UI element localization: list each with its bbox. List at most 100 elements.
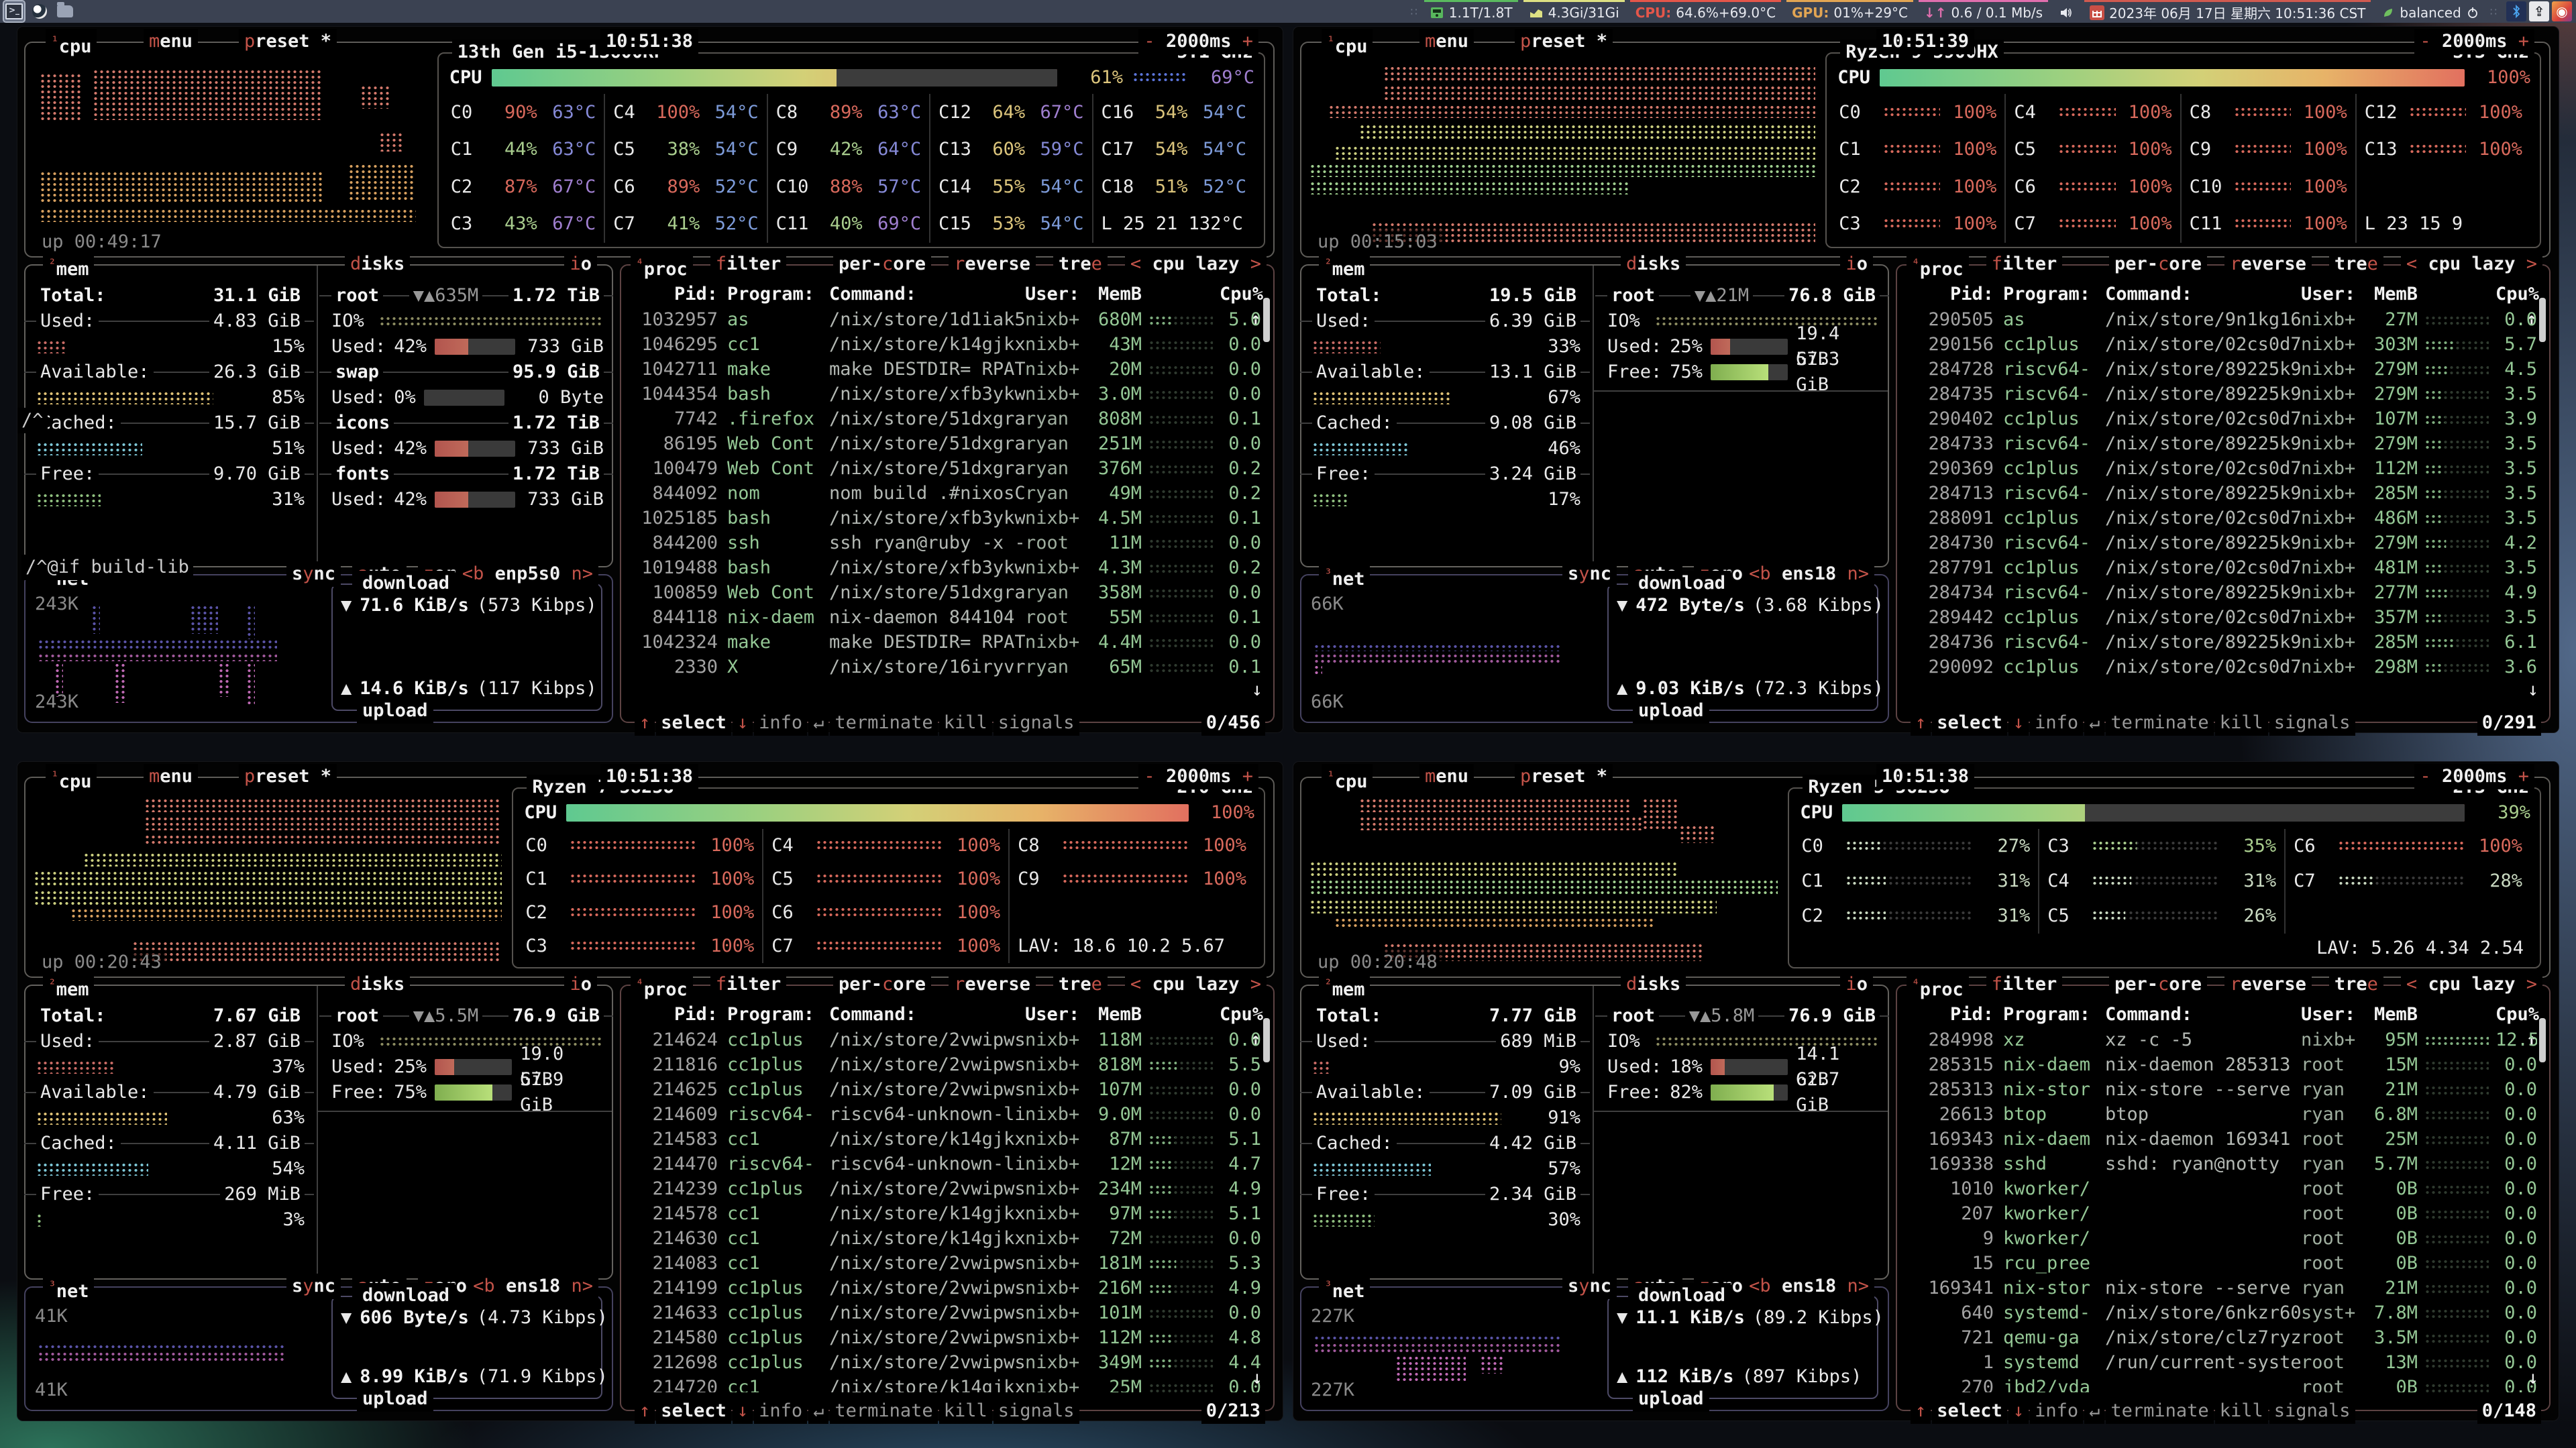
process-row[interactable]: 214624 cc1plus/nix/store/2vwipws2 nixb+ 118… — [632, 1027, 1261, 1052]
preset-button[interactable]: preset * — [1515, 29, 1613, 54]
mem-box-title[interactable]: ²mem — [1319, 252, 1371, 282]
proc-box-title[interactable]: ⁴proc — [1907, 252, 1969, 282]
process-row[interactable]: 100479 Web Cont/nix/store/51dxgra3 ryan 376… — [632, 456, 1261, 481]
tree-toggle[interactable]: tree — [1053, 972, 1108, 1003]
disks-box-title[interactable]: disks — [345, 252, 411, 277]
info-hint[interactable]: info — [754, 1398, 808, 1424]
process-row[interactable]: 721 qemu-ga/nix/store/clz7ryz5 root 3.5M 0.0 — [1908, 1325, 2537, 1350]
scroll-up-hint[interactable]: ↑ — [1911, 1398, 1931, 1424]
process-row[interactable]: 284728 riscv64-/nix/store/89225k9x nixb+ 27… — [1908, 357, 2537, 382]
per-core-toggle[interactable]: per-core — [833, 972, 932, 1003]
process-row[interactable]: 1025185 bash/nix/store/xfb3ykw9 nixb+ 4.5M 0… — [632, 506, 1261, 531]
proc-scrollbar[interactable] — [2539, 298, 2546, 342]
process-row[interactable]: 285315 nix-daem nix-daemon 285313 root 15M 0.… — [1908, 1052, 2537, 1077]
process-row[interactable]: 290092 cc1plus/nix/store/02cs0d7s nixb+ 298… — [1908, 655, 2537, 679]
network-rate-indicator[interactable]: ↓↑ 0.6 / 0.1 Mb/s — [1919, 0, 2049, 23]
scroll-down-hint[interactable]: ↓ — [732, 710, 753, 736]
io-toggle[interactable]: io — [564, 972, 597, 997]
bluetooth-tray-icon[interactable] — [2506, 1, 2526, 21]
terminate-hint[interactable]: terminate — [2106, 710, 2214, 736]
filter-button[interactable]: filter — [1986, 252, 2063, 282]
kill-hint[interactable]: kill — [2214, 1398, 2268, 1424]
update-interval-control[interactable]: - 2000ms + — [1138, 29, 1258, 54]
display-share-tray-icon[interactable]: ⇪ — [2529, 1, 2549, 21]
scroll-down-hint[interactable]: ↓ — [2008, 710, 2029, 736]
net-interface-selector[interactable]: <b ens18 n> — [1743, 561, 1874, 587]
terminate-hint[interactable]: terminate — [830, 1398, 938, 1424]
process-row[interactable]: 289442 cc1plus/nix/store/02cs0d7s nixb+ 357… — [1908, 605, 2537, 630]
process-row[interactable]: 290369 cc1plus/nix/store/02cs0d7s nixb+ 112… — [1908, 456, 2537, 481]
cpu-usage-indicator[interactable]: CPU: 64.6%+69.0°C — [1629, 0, 1782, 23]
info-hint[interactable]: info — [2030, 710, 2084, 736]
tree-toggle[interactable]: tree — [1053, 252, 1108, 282]
info-hint[interactable]: info — [754, 710, 808, 736]
process-row[interactable]: 844092 nom nom build .#nixosCo ryan 49M 0.2 — [632, 481, 1261, 506]
io-toggle[interactable]: io — [1840, 972, 1873, 997]
proc-box-title[interactable]: ⁴proc — [1907, 972, 1969, 1003]
net-sync-toggle[interactable]: sync — [286, 561, 341, 587]
process-row[interactable]: 214583 cc1/nix/store/k14gjkxn nixb+ 87M 5.1 — [632, 1127, 1261, 1152]
process-row[interactable]: 214083 cc1/nix/store/2vwipws2 nixb+ 181M 5.3 — [632, 1251, 1261, 1276]
memory-usage-indicator[interactable]: 4.3Gi/31Gi — [1523, 0, 1625, 23]
scroll-down-icon[interactable]: ↓ — [1251, 679, 1263, 700]
process-row[interactable]: 86195 Web Cont/nix/store/51dxgra3 ryan 251M… — [632, 431, 1261, 456]
process-row[interactable]: 284730 riscv64-/nix/store/89225k9x nixb+ 27… — [1908, 531, 2537, 555]
mem-box-title[interactable]: ²mem — [1319, 972, 1371, 1003]
process-row[interactable]: 214720 cc1/nix/store/k14gjkxn nixb+ 25M 0.0 — [632, 1375, 1261, 1393]
process-row[interactable]: 284736 riscv64-/nix/store/89225k9x nixb+ 28… — [1908, 630, 2537, 655]
power-profile-indicator[interactable]: balanced — [2376, 0, 2484, 23]
scroll-down-icon[interactable]: ↓ — [1251, 1368, 1263, 1388]
process-row[interactable]: 287791 cc1plus/nix/store/02cs0d7s nixb+ 481… — [1908, 555, 2537, 580]
cpu-box-title[interactable]: ¹cpu — [1322, 29, 1373, 60]
disks-box-title[interactable]: disks — [1621, 972, 1686, 997]
files-launcher[interactable] — [55, 1, 75, 21]
process-row[interactable]: 214580 cc1plus/nix/store/2vwipws2 nixb+ 112… — [632, 1325, 1261, 1350]
net-box-title[interactable]: ³net — [1319, 561, 1371, 592]
process-row[interactable]: 214470 riscv64- riscv64-unknown-lin nixb+ 12… — [632, 1152, 1261, 1176]
sort-selector[interactable]: < cpu lazy > — [2400, 252, 2542, 282]
process-row[interactable]: 1044354 bash/nix/store/xfb3ykw9 nixb+ 3.0M 0… — [632, 382, 1261, 406]
cpu-box-title[interactable]: ¹cpu — [1322, 764, 1373, 795]
enter-hint[interactable]: ↵ — [808, 710, 829, 736]
menu-button[interactable]: menu — [1419, 764, 1474, 789]
filter-button[interactable]: filter — [710, 252, 787, 282]
select-hint[interactable]: select — [1932, 710, 2007, 736]
process-row[interactable]: 214633 cc1plus/nix/store/2vwipws2 nixb+ 101… — [632, 1300, 1261, 1325]
signals-hint[interactable]: signals — [993, 710, 1079, 736]
reverse-toggle[interactable]: reverse — [2224, 252, 2312, 282]
terminal-launcher[interactable]: >_ — [3, 0, 25, 23]
enter-hint[interactable]: ↵ — [2084, 1398, 2105, 1424]
process-row[interactable]: 640 systemd-/nix/store/6nkzr60n syst+ 7.8M 0… — [1908, 1300, 2537, 1325]
process-row[interactable]: 214609 riscv64- riscv64-unknown-lin nixb+ 9.… — [632, 1102, 1261, 1127]
app-tray-icon[interactable]: ◉ — [2552, 1, 2572, 21]
process-row[interactable]: 9 kworker/root 0B 0.0 — [1908, 1226, 2537, 1251]
process-row[interactable]: 1042711 make make DESTDIR= RPATH nixb+ 20M 0.… — [632, 357, 1261, 382]
process-row[interactable]: 2330 X/nix/store/16iryvr8 ryan 65M 0.1 — [632, 655, 1261, 679]
net-interface-selector[interactable]: <b ens18 n> — [1743, 1274, 1874, 1299]
scroll-up-hint[interactable]: ↑ — [635, 710, 655, 736]
info-hint[interactable]: info — [2030, 1398, 2084, 1424]
reverse-toggle[interactable]: reverse — [949, 252, 1036, 282]
process-row[interactable]: 169338 sshd sshd: ryan@notty ryan 5.7M 0.0 — [1908, 1152, 2537, 1176]
per-core-toggle[interactable]: per-core — [2108, 252, 2208, 282]
mem-box-title[interactable]: ²mem — [43, 252, 95, 282]
process-row[interactable]: 169341 nix-stor nix-store --serve - ryan 21M… — [1908, 1276, 2537, 1300]
process-row[interactable]: 290156 cc1plus/nix/store/02cs0d7s nixb+ 303… — [1908, 332, 2537, 357]
sort-selector[interactable]: < cpu lazy > — [1124, 252, 1267, 282]
disks-box-title[interactable]: disks — [1621, 252, 1686, 277]
mem-box-title[interactable]: ²mem — [43, 972, 95, 1003]
net-sync-toggle[interactable]: sync — [1562, 561, 1617, 587]
update-interval-control[interactable]: - 2000ms + — [2414, 764, 2534, 789]
per-core-toggle[interactable]: per-core — [2108, 972, 2208, 1003]
process-row[interactable]: 214199 cc1plus/nix/store/2vwipws2 nixb+ 216… — [632, 1276, 1261, 1300]
process-row[interactable]: 100859 Web Cont/nix/store/51dxgra3 ryan 358… — [632, 580, 1261, 605]
enter-hint[interactable]: ↵ — [2084, 710, 2105, 736]
process-row[interactable]: 1019488 bash/nix/store/xfb3ykw9 nixb+ 4.3M 0… — [632, 555, 1261, 580]
process-row[interactable]: 214625 cc1plus/nix/store/2vwipws2 nixb+ 107… — [632, 1077, 1261, 1102]
kill-hint[interactable]: kill — [938, 710, 992, 736]
scroll-down-hint[interactable]: ↓ — [2008, 1398, 2029, 1424]
scroll-up-hint[interactable]: ↑ — [635, 1398, 655, 1424]
select-hint[interactable]: select — [1932, 1398, 2007, 1424]
sort-selector[interactable]: < cpu lazy > — [2400, 972, 2542, 1003]
process-row[interactable]: 1010 kworker/root 0B 0.0 — [1908, 1176, 2537, 1201]
